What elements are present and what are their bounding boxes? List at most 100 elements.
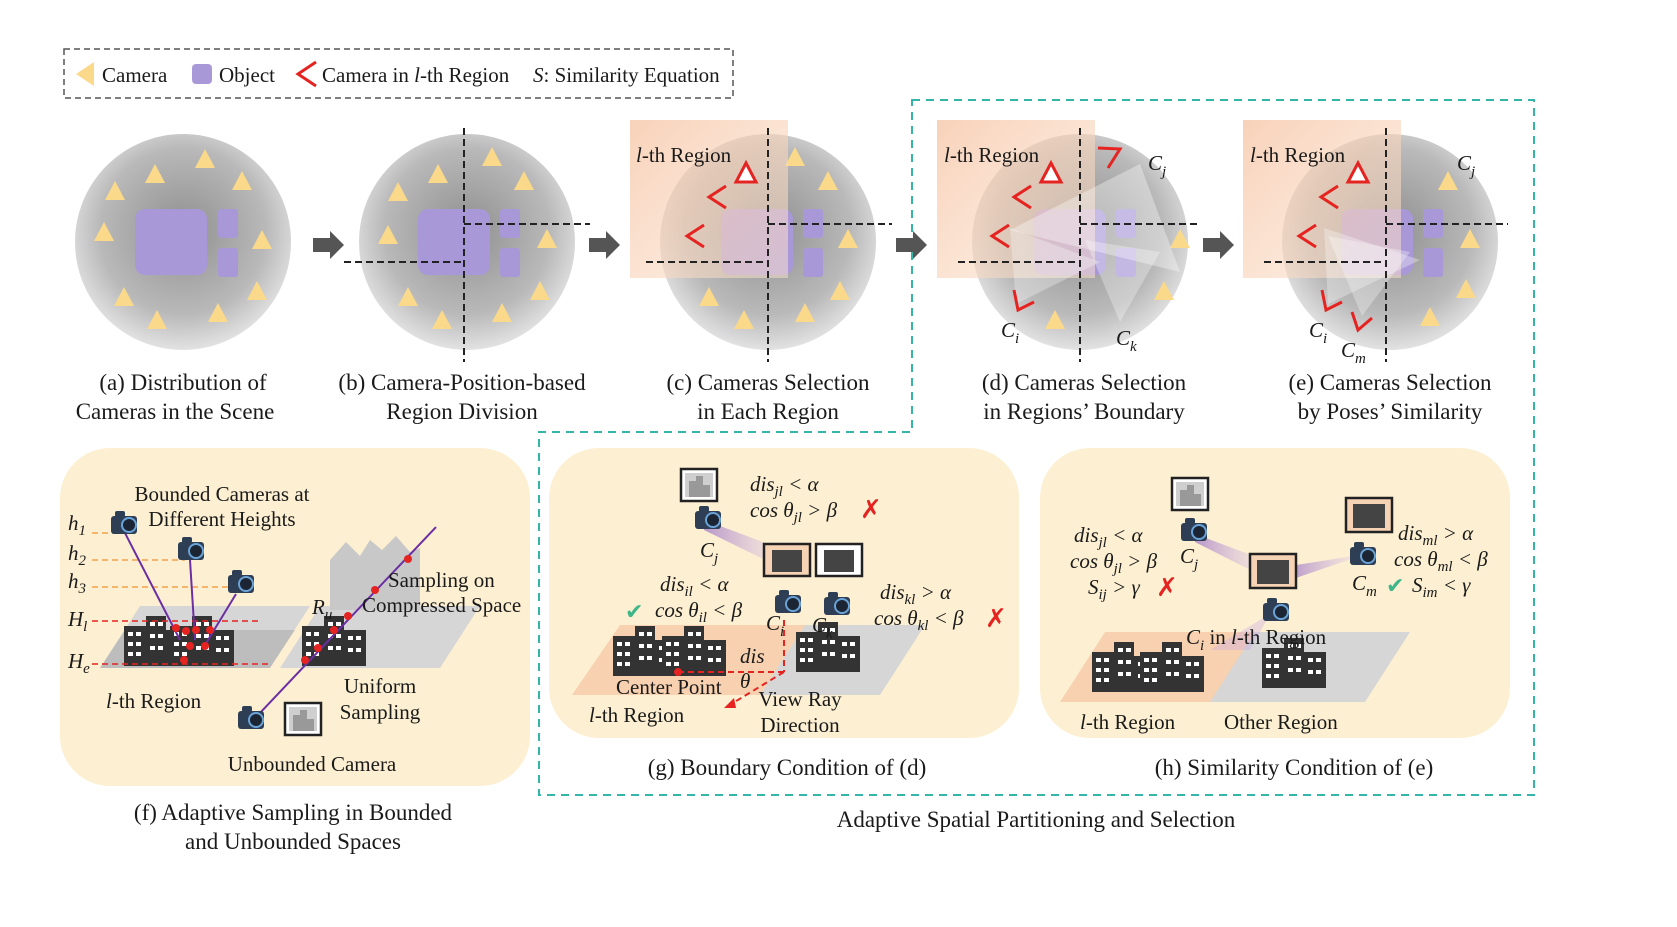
red-camera-icon (1012, 289, 1035, 313)
legend: Camera Object Camera in l-th Region S: S… (63, 48, 734, 99)
legend-similarity-label: S: Similarity Equation (533, 63, 720, 87)
view-frustum (1324, 228, 1420, 304)
red-camera-icon (989, 223, 1010, 249)
check-icon: ✔ (1386, 573, 1404, 598)
cond-jl-1: disjl < α (750, 472, 820, 500)
height-label: h2 (68, 541, 87, 569)
label-cj: Cj (1180, 544, 1198, 573)
red-camera-icon (1296, 223, 1317, 249)
region-label: l-th Region (944, 143, 1040, 167)
cond-jl-3: Sij > γ (1088, 575, 1141, 603)
legend-camera-label: Camera (102, 63, 168, 87)
image-icon (679, 467, 719, 503)
object-main (135, 209, 207, 275)
cond-kl-1: diskl > α (880, 580, 952, 608)
red-camera-icon (684, 223, 705, 249)
red-camera-icon (1318, 184, 1339, 210)
label-ck: Ck (1116, 326, 1137, 355)
label-cj: Cj (1148, 151, 1166, 180)
label-cm: Cm (1341, 338, 1366, 367)
object-main (418, 209, 490, 275)
object-small (500, 248, 520, 277)
dis-label: dis (740, 644, 765, 668)
cond-jl-1: disjl < α (1074, 523, 1144, 551)
unbounded-camera-label: Unbounded Camera (228, 752, 397, 776)
region-label: l-th Region (589, 703, 685, 727)
sample-points (172, 555, 412, 664)
other-region-label: Other Region (1224, 710, 1338, 734)
caption-f-line2: and Unbounded Spaces (185, 829, 401, 854)
uniform-label-line1: Uniform (344, 674, 416, 698)
arrow-head-icon (724, 698, 736, 708)
red-camera-icon (1011, 184, 1032, 210)
bounded-cameras-label-line2: Different Heights (148, 507, 295, 531)
caption-d-line2: in Regions’ Boundary (983, 399, 1185, 424)
arrow-right-icon (896, 231, 927, 259)
ru-label: Ru (311, 595, 332, 623)
cond-il-1: disil < α (660, 572, 730, 600)
label-cm: Cm (1352, 571, 1377, 600)
sampling-label-line1: Sampling on (388, 568, 495, 592)
label-cj: Cj (1457, 151, 1475, 180)
ray-line (204, 593, 237, 646)
view-frustum (1010, 164, 1180, 272)
bounded-cameras-label-line1: Bounded Cameras at (135, 482, 310, 506)
caption-e-line2: by Poses’ Similarity (1298, 399, 1483, 424)
caption-f-line1: (f) Adaptive Sampling in Bounded (134, 800, 453, 825)
center-point-dot (674, 668, 682, 676)
center-point-label: Center Point (616, 675, 722, 699)
panel-a: (a) Distribution of Cameras in the Scene (75, 134, 291, 424)
legend-region-camera-label: Camera in l-th Region (322, 63, 510, 87)
caption-e-line1: (e) Cameras Selection (1288, 370, 1492, 395)
object-small (1423, 248, 1443, 277)
caption-d-line1: (d) Cameras Selection (982, 370, 1187, 395)
red-camera-icon (1350, 311, 1373, 333)
caption-b-line1: (b) Camera-Position-based (338, 370, 586, 395)
panel-b: (b) Camera-Position-based Region Divisio… (338, 128, 590, 424)
sampling-label-line2: Compressed Space (362, 593, 521, 617)
panel-h: disjl < α cos θjl > β Sij > γ ✗ Cj disml… (1040, 448, 1510, 780)
ci-in-region-label: Ci in l-th Region (1186, 625, 1327, 654)
region-label: l-th Region (106, 689, 202, 713)
panel-f: Bounded Cameras at Different Heights h1 … (60, 448, 530, 854)
view-frustum (1010, 228, 1100, 304)
height-label: h3 (68, 569, 86, 597)
legend-object-label: Object (219, 63, 275, 87)
caption-h: (h) Similarity Condition of (e) (1155, 755, 1434, 780)
arrow-right-icon (1203, 231, 1234, 259)
legend-object-icon (192, 64, 212, 84)
label-ci: Ci (766, 611, 784, 640)
label-ck: Ck (812, 613, 833, 642)
view-ray-cone (1290, 554, 1366, 580)
section-title: Adaptive Spatial Partitioning and Select… (837, 807, 1236, 832)
panel-c: l-th Region (c) Cameras Selection in Eac… (630, 120, 892, 424)
caption-c-line2: in Each Region (697, 399, 839, 424)
object-small (803, 248, 823, 277)
caption-g: (g) Boundary Condition of (d) (648, 755, 927, 780)
height-label: He (67, 649, 90, 677)
selection-group-outline (538, 99, 1535, 796)
view-frustum (1085, 240, 1160, 322)
view-ray-line (727, 671, 785, 707)
label-cj: Cj (700, 538, 718, 567)
label-ci: Ci (1309, 318, 1327, 347)
view-ray-label-line1: View Ray (758, 687, 842, 711)
object-small (218, 209, 238, 238)
panel-g: disjl < α cos θjl > β ✗ Cj disil < α cos… (549, 448, 1019, 780)
caption-b-line2: Region Division (386, 399, 538, 424)
panel-d: l-th Region Cj Ci Ck (d) Cameras Selecti… (937, 120, 1200, 424)
legend-border (63, 48, 734, 99)
check-icon: ✔ (625, 599, 643, 624)
object-small (1116, 248, 1136, 277)
cross-icon: ✗ (1156, 573, 1178, 602)
image-icon (1170, 476, 1210, 512)
view-frustum (1328, 236, 1410, 316)
legend-red-camera-icon (295, 60, 317, 88)
label-ci: Ci (1001, 318, 1019, 347)
cond-ml-3: Sim < γ (1412, 573, 1471, 601)
region-label: l-th Region (1250, 143, 1346, 167)
object-small (218, 248, 238, 277)
legend-camera-icon (76, 62, 94, 86)
compressed-city (330, 536, 420, 610)
